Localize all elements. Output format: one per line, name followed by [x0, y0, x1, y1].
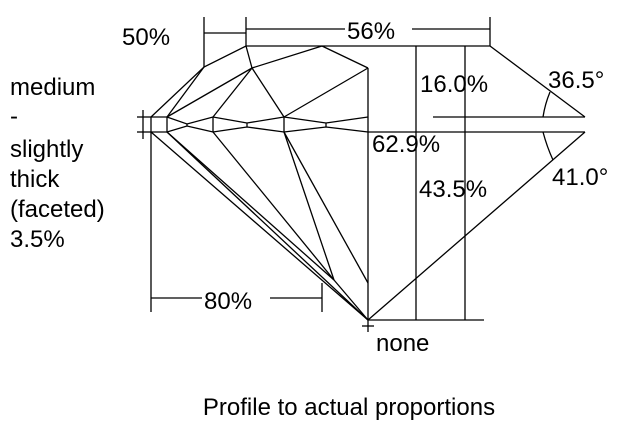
dimension-lines: [137, 17, 491, 332]
label-crown-height: 16.0%: [420, 71, 488, 98]
caption: Profile to actual proportions: [203, 394, 495, 421]
label-pavilion-angle: 41.0°: [552, 164, 608, 191]
label-culet: none: [376, 330, 429, 357]
girdle-line: 3.5%: [10, 226, 65, 253]
girdle-line: slightly: [10, 136, 83, 163]
girdle-line: thick: [10, 166, 60, 193]
label-crown-angle: 36.5°: [548, 67, 604, 94]
label-lower-half: 80%: [204, 288, 252, 315]
label-table: 56%: [347, 18, 395, 45]
label-total-depth: 62.9%: [372, 131, 440, 158]
girdle-line: -: [10, 103, 18, 130]
label-50-percent: 50%: [122, 24, 170, 51]
diamond-outline: [150, 45, 586, 321]
label-pavilion-depth: 43.5%: [419, 176, 487, 203]
girdle-line: medium: [10, 74, 95, 101]
girdle-line: (faceted): [10, 196, 105, 223]
girdle-label: medium - slightly thick (faceted) 3.5%: [10, 74, 105, 253]
